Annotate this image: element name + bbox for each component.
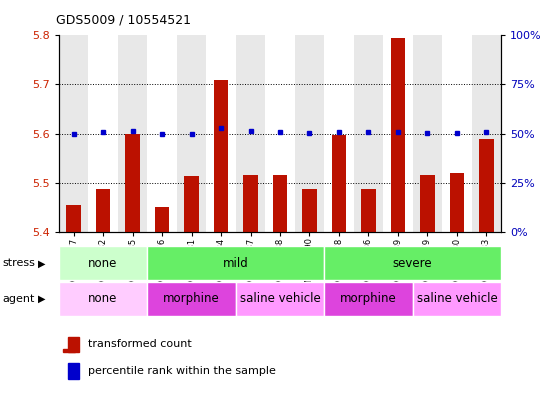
- Bar: [184, 176, 199, 232]
- Text: GDS5009 / 10554521: GDS5009 / 10554521: [56, 14, 191, 27]
- Bar: [413, 35, 442, 232]
- Bar: [88, 35, 118, 232]
- Text: none: none: [88, 292, 118, 305]
- FancyBboxPatch shape: [413, 282, 501, 316]
- Bar: [390, 38, 405, 232]
- FancyBboxPatch shape: [236, 282, 324, 316]
- Text: saline vehicle: saline vehicle: [240, 292, 320, 305]
- Bar: [324, 35, 354, 232]
- Text: ▶: ▶: [38, 294, 45, 304]
- Bar: [302, 189, 317, 232]
- Bar: [147, 35, 177, 232]
- Bar: [68, 363, 79, 378]
- Text: percentile rank within the sample: percentile rank within the sample: [87, 366, 276, 376]
- Bar: [206, 35, 236, 232]
- Bar: [125, 134, 140, 232]
- Bar: [155, 207, 169, 232]
- Bar: [354, 35, 383, 232]
- Bar: [383, 35, 413, 232]
- Bar: [68, 337, 79, 352]
- FancyBboxPatch shape: [324, 246, 501, 280]
- Bar: [265, 35, 295, 232]
- FancyBboxPatch shape: [147, 282, 236, 316]
- Text: none: none: [88, 257, 118, 270]
- Text: transformed count: transformed count: [87, 340, 192, 349]
- Bar: [96, 189, 110, 232]
- Bar: [295, 35, 324, 232]
- Bar: [59, 35, 88, 232]
- FancyBboxPatch shape: [59, 282, 147, 316]
- Bar: [273, 175, 287, 232]
- Text: severe: severe: [393, 257, 432, 270]
- Bar: [472, 35, 501, 232]
- Bar: [420, 175, 435, 232]
- Bar: [177, 35, 206, 232]
- Bar: [243, 175, 258, 232]
- Bar: [450, 173, 464, 232]
- Bar: [332, 134, 346, 232]
- FancyBboxPatch shape: [59, 246, 147, 280]
- Text: stress: stress: [3, 258, 36, 268]
- Bar: [479, 139, 494, 232]
- FancyBboxPatch shape: [324, 282, 413, 316]
- Text: mild: mild: [223, 257, 249, 270]
- Bar: [236, 35, 265, 232]
- Text: ▶: ▶: [38, 258, 45, 268]
- Bar: [442, 35, 472, 232]
- Bar: [66, 205, 81, 232]
- Bar: [63, 349, 74, 352]
- Text: morphine: morphine: [163, 292, 220, 305]
- Text: agent: agent: [3, 294, 35, 304]
- Bar: [361, 189, 376, 232]
- Text: saline vehicle: saline vehicle: [417, 292, 497, 305]
- Text: morphine: morphine: [340, 292, 397, 305]
- Bar: [213, 79, 228, 232]
- FancyBboxPatch shape: [147, 246, 324, 280]
- Bar: [118, 35, 147, 232]
